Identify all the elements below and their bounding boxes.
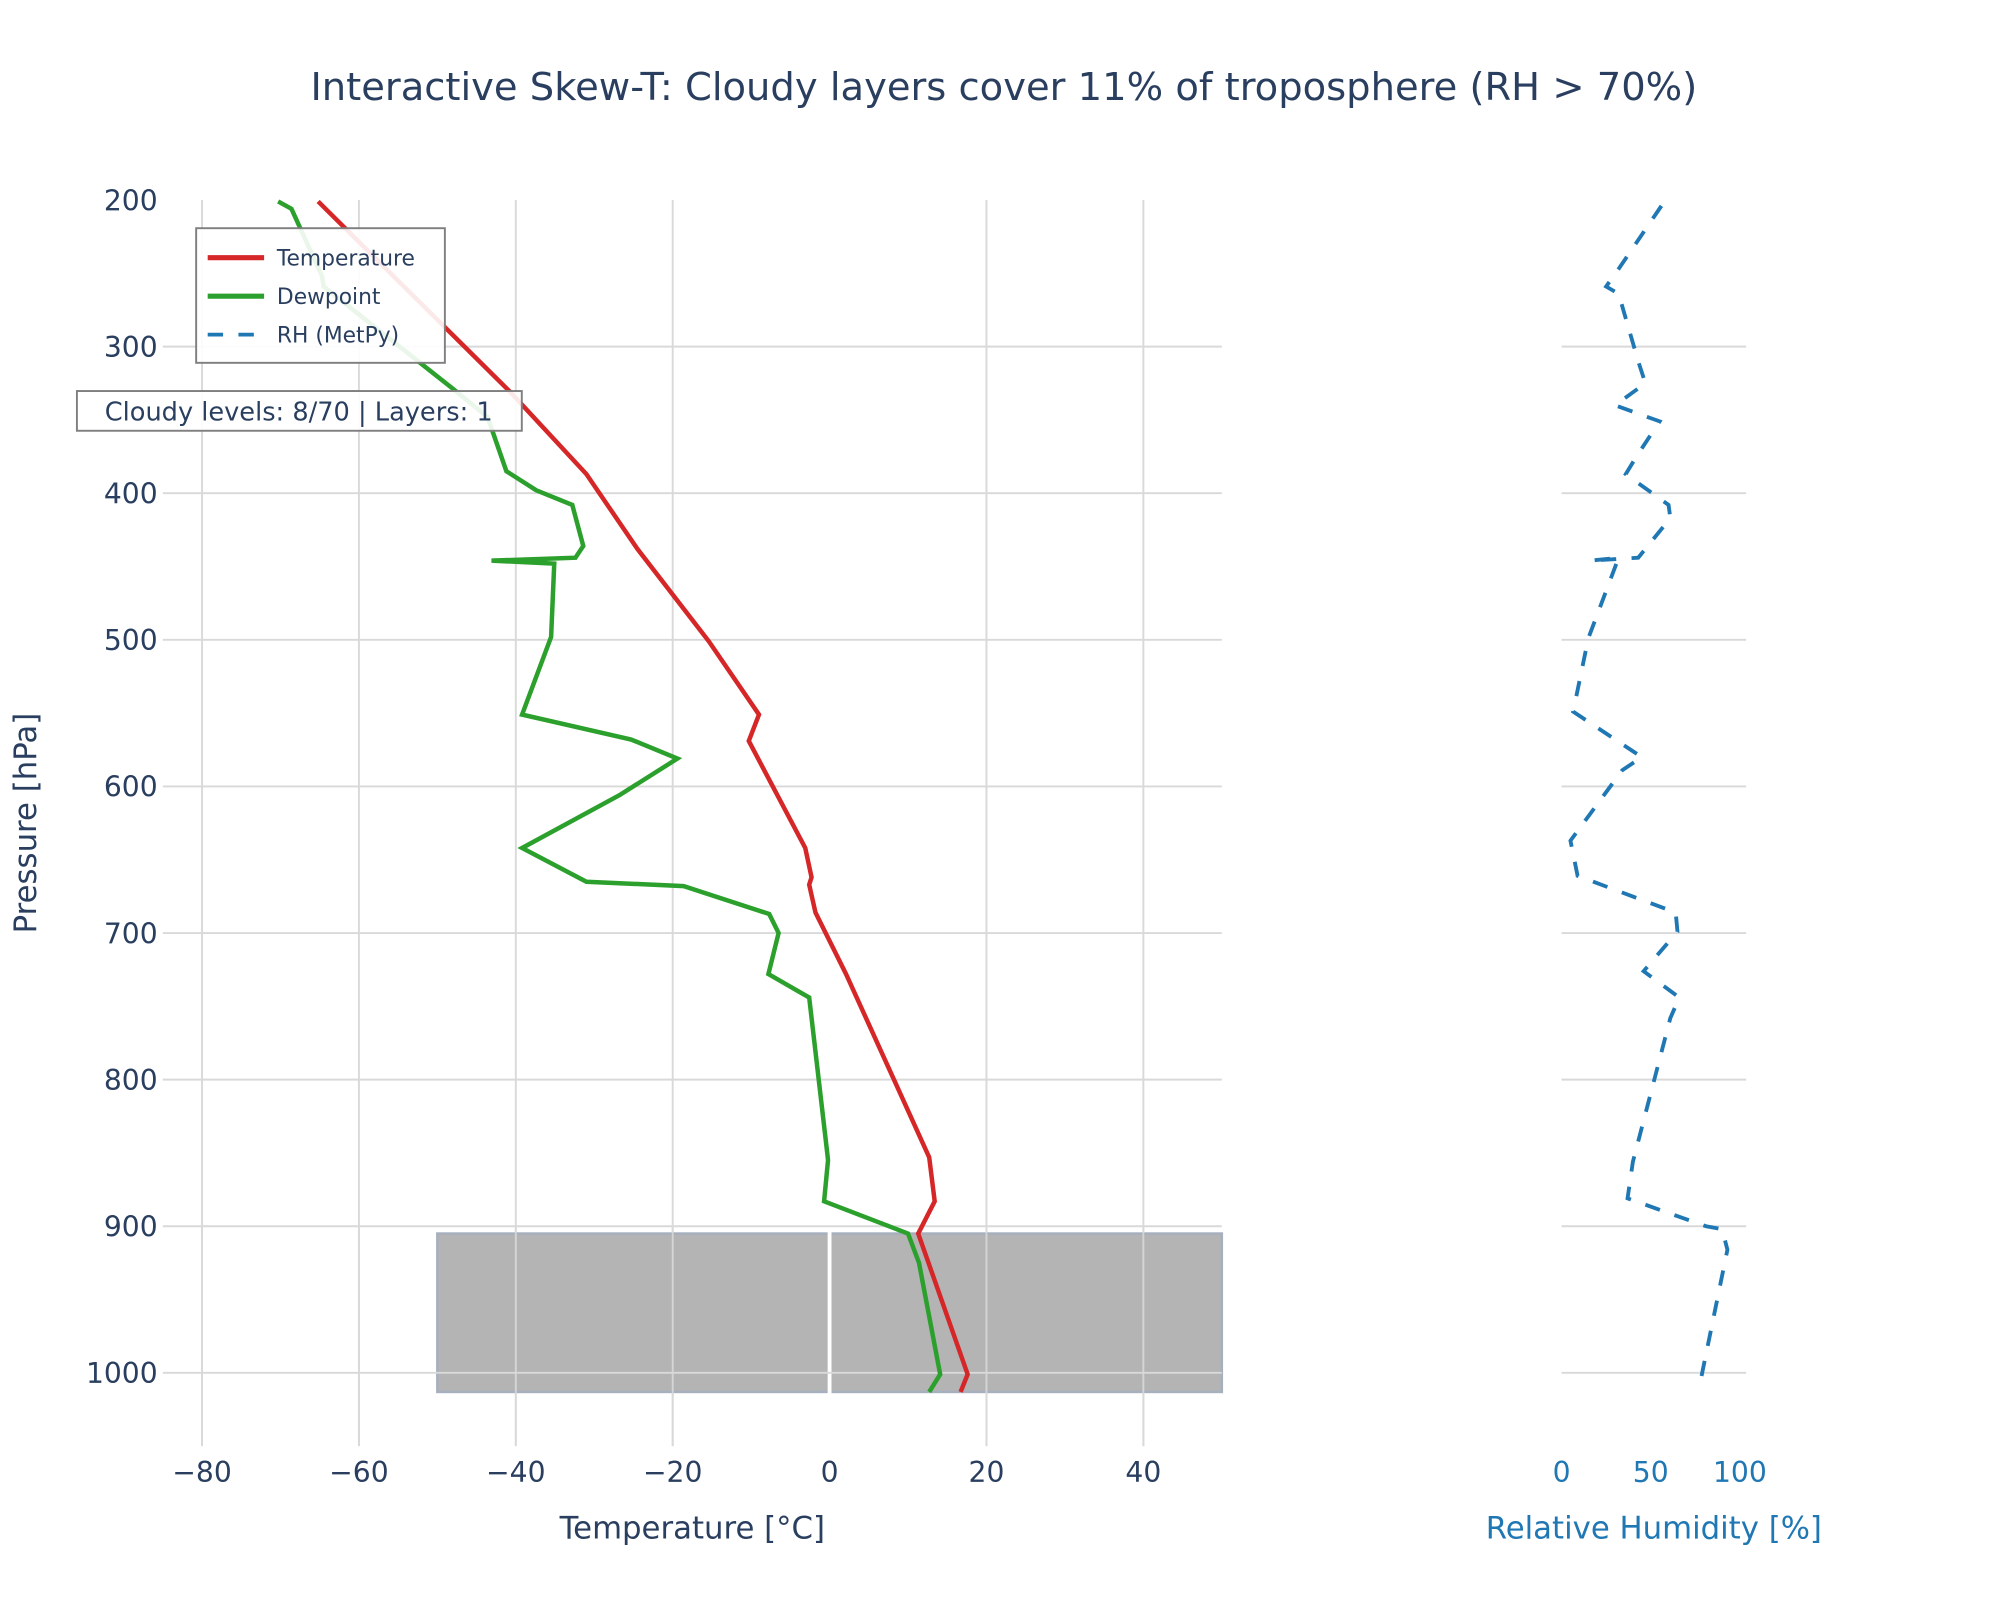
rh-tick-label: 50: [1633, 1456, 1669, 1489]
y-tick-label: 1000: [86, 1357, 158, 1390]
x-tick-label: 20: [969, 1456, 1005, 1489]
y-tick-label: 900: [104, 1211, 158, 1244]
y-tick-label: 400: [104, 477, 158, 510]
y-tick-label: 700: [104, 917, 158, 950]
y-axis-title: Pressure [hPa]: [8, 713, 44, 934]
y-tick-label: 500: [104, 624, 158, 657]
legend-label: Temperature: [276, 246, 415, 271]
legend-label: RH (MetPy): [277, 323, 399, 348]
chart-title: Interactive Skew-T: Cloudy layers cover …: [310, 65, 1697, 110]
x-tick-label: −80: [172, 1456, 232, 1489]
main-plot-series: [277, 199, 971, 1394]
main-plot-gridlines-overlay: [162, 200, 1222, 1447]
rh-axis-ticks: 0 50 100: [1553, 1456, 1767, 1489]
pressure-axis-ticks: 200 300 400 500 600 700 800 900 1000: [86, 184, 158, 1390]
annotation-text: Cloudy levels: 8/70 | Layers: 1: [105, 398, 493, 428]
x-tick-label: −60: [329, 1456, 389, 1489]
x-tick-label: 0: [821, 1456, 839, 1489]
legend: Temperature Dewpoint RH (MetPy): [195, 227, 446, 364]
legend-item-dewpoint[interactable]: Dewpoint: [207, 285, 381, 310]
legend-item-temperature[interactable]: Temperature: [207, 246, 415, 271]
rh-tick-label: 0: [1553, 1456, 1571, 1489]
x-tick-label: 40: [1125, 1456, 1161, 1489]
rh-plot-gridlines: [1561, 345, 1747, 1374]
x-tick-label: −20: [643, 1456, 702, 1489]
y-tick-label: 300: [104, 331, 158, 364]
x-axis-title: Temperature [°C]: [559, 1510, 825, 1546]
rh-plot-series: [1568, 204, 1730, 1390]
y-tick-label: 200: [104, 184, 158, 217]
temperature-line: [316, 199, 971, 1393]
y-tick-label: 800: [104, 1064, 158, 1097]
x-tick-label: −40: [486, 1456, 546, 1489]
legend-item-rh[interactable]: RH (MetPy): [207, 323, 399, 348]
y-tick-label: 600: [104, 771, 158, 804]
cloud-annotation: Cloudy levels: 8/70 | Layers: 1: [75, 390, 523, 432]
rh-tick-label: 100: [1713, 1456, 1767, 1489]
temperature-axis-ticks: −80 −60 −40 −20 0 20 40: [172, 1456, 1161, 1489]
rh-axis-title: Relative Humidity [%]: [1486, 1510, 1822, 1546]
legend-label: Dewpoint: [277, 285, 381, 310]
rh-line: [1568, 204, 1730, 1390]
dewpoint-line: [277, 199, 943, 1394]
